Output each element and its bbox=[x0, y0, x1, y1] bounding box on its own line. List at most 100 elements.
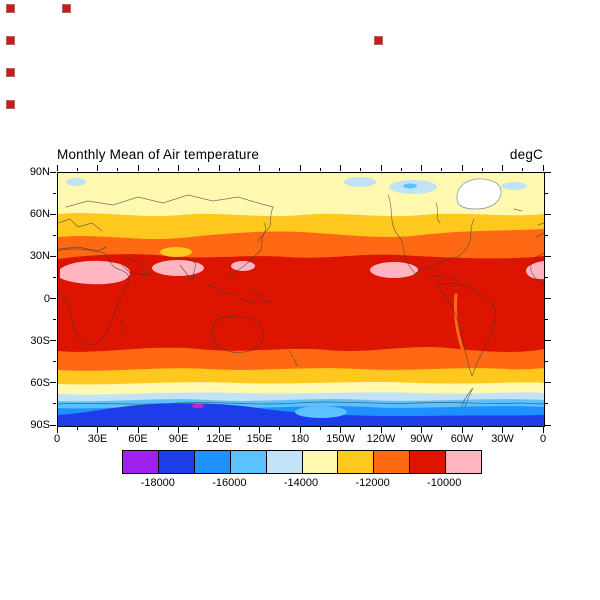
axis-tick bbox=[545, 276, 548, 278]
axis-tick bbox=[502, 165, 503, 171]
colorbar-label: -16000 bbox=[212, 477, 247, 489]
axis-tick bbox=[50, 171, 56, 173]
axis-tick bbox=[218, 427, 220, 433]
y-tick-label: 30N bbox=[29, 250, 50, 263]
pink-hot-patch-caribbean bbox=[370, 262, 418, 278]
x-tick-label: 0 bbox=[539, 433, 547, 445]
axis-tick bbox=[319, 168, 321, 171]
axis-tick bbox=[53, 192, 56, 194]
axis-tick bbox=[522, 427, 524, 430]
colorbar-cell bbox=[230, 451, 267, 473]
colorbar-label: -14000 bbox=[283, 477, 319, 489]
x-tick-labels: 0 30E 60E 90E 120E 150E 180 150W 120W 90W 60W 30W 0 bbox=[53, 433, 547, 447]
title-row: Monthly Mean of Air temperature degC bbox=[57, 147, 543, 162]
axis-tick bbox=[137, 427, 139, 433]
magenta-cold-spot bbox=[192, 403, 204, 409]
axis-tick bbox=[238, 168, 240, 171]
colorbar-labels: -18000 -16000 -14000 -12000 -10000 bbox=[122, 477, 480, 491]
axis-tick bbox=[50, 213, 56, 215]
chart-title: Monthly Mean of Air temperature bbox=[57, 147, 260, 162]
coastlines bbox=[58, 194, 544, 408]
axis-tick bbox=[198, 168, 200, 171]
colorbar-label: -10000 bbox=[427, 477, 462, 489]
colorbar-cell bbox=[302, 451, 339, 473]
axis-tick bbox=[421, 165, 422, 171]
axis-tick bbox=[545, 382, 551, 384]
y-tick-label: 60S bbox=[30, 376, 50, 389]
axis-tick bbox=[157, 427, 159, 430]
y-tick-label: 0 bbox=[43, 292, 50, 305]
greenland-ice-white bbox=[456, 178, 502, 210]
pink-hot-patch-south-asia bbox=[152, 260, 204, 276]
axis-tick bbox=[400, 427, 402, 430]
colorbar bbox=[122, 450, 482, 474]
axis-tick bbox=[340, 165, 341, 171]
axis-tick bbox=[481, 168, 483, 171]
y-tick-labels: 90N 60N 30N 0 30S 60S 90S bbox=[16, 166, 50, 431]
y-tick-label: 30S bbox=[30, 334, 50, 347]
axis-tick bbox=[53, 403, 56, 405]
y-tick-label: 90S bbox=[30, 419, 50, 431]
axis-tick bbox=[198, 427, 200, 430]
y-tick-label: 90N bbox=[29, 166, 50, 178]
tibet-cool-patch bbox=[160, 247, 192, 257]
red-square-marker bbox=[62, 4, 71, 13]
axis-tick bbox=[279, 168, 281, 171]
axis-tick bbox=[50, 340, 56, 342]
axis-tick bbox=[542, 165, 544, 171]
axis-tick bbox=[76, 427, 78, 430]
axis-tick bbox=[97, 427, 98, 433]
arctic-pale-blue-patch bbox=[501, 182, 527, 190]
colorbar-cell bbox=[446, 451, 482, 473]
axis-tick bbox=[545, 361, 548, 363]
axis-tick bbox=[279, 427, 281, 430]
x-tick-label: 0 bbox=[53, 433, 61, 445]
world-map-svg bbox=[58, 173, 544, 426]
axis-tick bbox=[53, 276, 56, 278]
axis-tick bbox=[545, 192, 548, 194]
axis-tick bbox=[157, 168, 159, 171]
red-square-marker bbox=[6, 68, 15, 77]
axis-tick bbox=[178, 427, 179, 433]
axis-tick bbox=[545, 213, 551, 215]
axis-tick bbox=[56, 427, 58, 433]
red-square-marker bbox=[6, 36, 15, 45]
red-square-marker bbox=[374, 36, 383, 45]
axis-tick bbox=[76, 168, 78, 171]
axis-tick bbox=[461, 165, 463, 171]
axis-tick bbox=[360, 427, 362, 430]
colorbar-label: -12000 bbox=[355, 477, 390, 489]
axis-tick bbox=[545, 403, 548, 405]
colorbar-cell bbox=[374, 451, 411, 473]
axis-tick bbox=[319, 427, 321, 430]
axis-tick bbox=[441, 427, 443, 430]
ross-sea-light-blue-inlet bbox=[295, 406, 347, 418]
axis-tick bbox=[522, 168, 524, 171]
axis-tick bbox=[53, 234, 56, 236]
colorbar-cell bbox=[158, 451, 195, 473]
axis-tick bbox=[50, 382, 56, 384]
axis-tick bbox=[259, 427, 260, 433]
y-tick-label: 60N bbox=[29, 208, 50, 221]
x-tick-label: 120W bbox=[366, 433, 396, 445]
axis-tick bbox=[542, 427, 544, 433]
colorbar-cell bbox=[123, 451, 159, 473]
pink-hot-patch-west-africa-edge bbox=[525, 261, 544, 280]
axis-tick bbox=[400, 168, 402, 171]
pink-hot-patch-north-africa bbox=[60, 260, 131, 285]
axis-tick bbox=[441, 168, 443, 171]
colorbar-cell bbox=[410, 451, 447, 473]
axis-tick bbox=[178, 165, 179, 171]
axis-tick bbox=[50, 298, 56, 299]
colorbar-label: -18000 bbox=[140, 477, 175, 489]
axis-tick bbox=[137, 165, 139, 171]
axis-tick bbox=[53, 361, 56, 363]
axis-tick bbox=[545, 171, 551, 173]
colorbar-cell bbox=[194, 451, 231, 473]
arctic-pale-blue-patch bbox=[66, 178, 86, 186]
x-tick-label: 180 bbox=[290, 433, 310, 445]
pink-hot-patch-west-pacific bbox=[231, 261, 255, 271]
x-tick-label: 120E bbox=[206, 433, 232, 445]
axis-tick bbox=[238, 427, 240, 430]
